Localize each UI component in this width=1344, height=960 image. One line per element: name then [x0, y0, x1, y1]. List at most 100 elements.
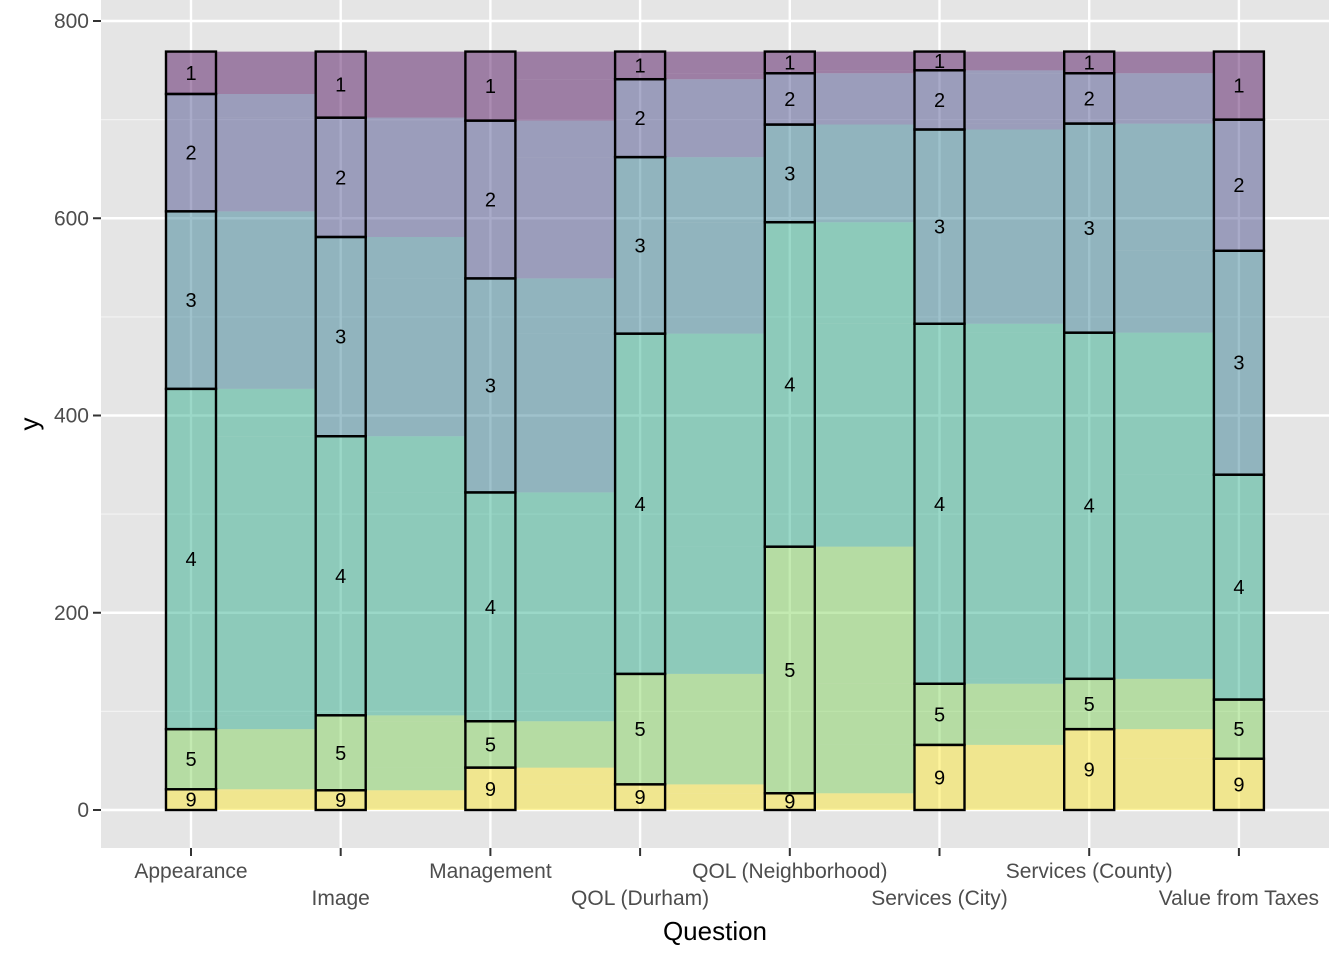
stratum-label: 5 [635, 719, 646, 741]
alluvial-flow [365, 120, 466, 237]
alluvial-flow [216, 93, 316, 118]
alluvial-flow [216, 236, 316, 389]
alluvial-flow [365, 51, 466, 118]
stratum-label: 3 [784, 163, 795, 185]
stratum-box [164, 387, 218, 731]
alluvial-flow [216, 715, 316, 730]
alluvial-flow [365, 436, 466, 493]
stratum-label: 5 [784, 660, 795, 682]
stratum-label: 3 [635, 235, 646, 257]
plot-panel [101, 0, 1329, 848]
y-tick-label: 200 [54, 602, 89, 625]
stratum-box [464, 119, 517, 280]
stratum-label: 5 [485, 734, 496, 756]
alluvial-flow [216, 790, 316, 810]
alluvial-flow [665, 51, 765, 74]
alluvial-flow [365, 236, 466, 279]
alluvial-flow [665, 157, 765, 223]
alluvial-flow [216, 211, 316, 237]
stratum-label: 5 [1233, 719, 1244, 741]
stratum-box [314, 435, 367, 717]
alluvial-flow [814, 744, 915, 794]
alluvial-flows [216, 51, 1214, 810]
alluvial-flow [964, 744, 1065, 810]
alluvial-flow [964, 51, 1065, 71]
stratum-label: 2 [485, 190, 496, 212]
alluvial-flow [1114, 474, 1214, 679]
alluvial-flow [814, 323, 915, 547]
alluvial-flow [964, 683, 1065, 730]
stratum-label: 3 [1233, 353, 1244, 375]
stratum-box [1212, 757, 1266, 812]
alluvial-flow [515, 157, 616, 279]
alluvial-flow [1114, 51, 1214, 74]
stratum-box [164, 92, 218, 213]
alluvial-flow [665, 333, 765, 547]
stratum-box [1062, 122, 1116, 334]
alluvial-flow [1114, 332, 1214, 475]
stratum-label: 9 [934, 767, 945, 789]
stratum-box [613, 155, 667, 335]
y-tick-label: 0 [77, 799, 89, 822]
strata: 9 5 4 3 2 1 9 5 4 3 2 1 9 5 4 3 2 1 9 5 4 3 2 1 9 5 4 3 2 1 9 5 4 3 2 1 9 5 4 3… [164, 50, 1266, 814]
stratum-label: 2 [1233, 175, 1244, 197]
stratum-label: 9 [485, 779, 496, 801]
stratum-label: 2 [335, 167, 346, 189]
alluvial-flow [1114, 119, 1214, 124]
grid-minor [101, 119, 1329, 712]
alluvial-flow [1114, 729, 1214, 759]
stratum-box [464, 50, 517, 122]
alluvial-flow [814, 129, 915, 223]
stratum-box [763, 50, 816, 75]
stratum-box [464, 277, 517, 494]
stratum-label: 1 [635, 55, 646, 77]
alluvial-flow [216, 436, 316, 716]
alluvial-flow [814, 222, 915, 324]
alluvial-flow [216, 51, 316, 94]
stratum-box [464, 720, 517, 769]
stratum-label: 2 [635, 108, 646, 130]
stratum-box [314, 235, 367, 438]
alluvial-flow [665, 79, 765, 125]
alluvial-flow [365, 790, 466, 810]
alluvial-flow [216, 117, 316, 212]
alluvial-flow [964, 73, 1065, 124]
alluvial-flow [1114, 123, 1214, 251]
stratum-label: 3 [1084, 218, 1095, 240]
alluvial-flow [515, 784, 616, 810]
stratum-label: 1 [1233, 76, 1244, 98]
stratum-label: 2 [1084, 88, 1095, 110]
stratum-box [164, 50, 218, 96]
stratum-box [613, 672, 667, 786]
alluvial-flow [665, 673, 765, 785]
alluvial-flow [365, 278, 466, 437]
alluvial-flow [964, 323, 1065, 333]
stratum-box [164, 727, 218, 791]
stratum-box [613, 783, 667, 812]
alluvial-flow [1114, 678, 1214, 700]
alluvial-flow [1114, 73, 1214, 120]
stratum-label: 4 [485, 597, 496, 619]
stratum-label: 5 [1084, 694, 1095, 716]
stratum-label: 4 [784, 374, 795, 396]
x-tick-label: Services (City) [871, 887, 1008, 910]
stratum-label: 5 [185, 749, 196, 771]
stratum-label: 2 [934, 90, 945, 112]
stratum-label: 1 [185, 63, 196, 85]
x-tick-label: QOL (Durham) [571, 887, 709, 910]
alluvial-flow [515, 492, 616, 674]
stratum-label: 9 [1233, 774, 1244, 796]
alluvial-flow [814, 124, 915, 130]
alluvial-flow [814, 51, 915, 71]
alluvial-flow [216, 789, 316, 791]
stratum-label: 3 [485, 375, 496, 397]
stratum-label: 9 [784, 792, 795, 814]
alluvial-flow [665, 546, 765, 674]
stratum-box [1062, 50, 1116, 75]
stratum-box [314, 50, 367, 119]
x-tick-label: Image [312, 887, 370, 910]
stratum-box [763, 545, 816, 795]
stratum-label: 4 [1084, 496, 1095, 518]
stratum-label: 5 [335, 743, 346, 765]
alluvial-flow [814, 793, 915, 810]
